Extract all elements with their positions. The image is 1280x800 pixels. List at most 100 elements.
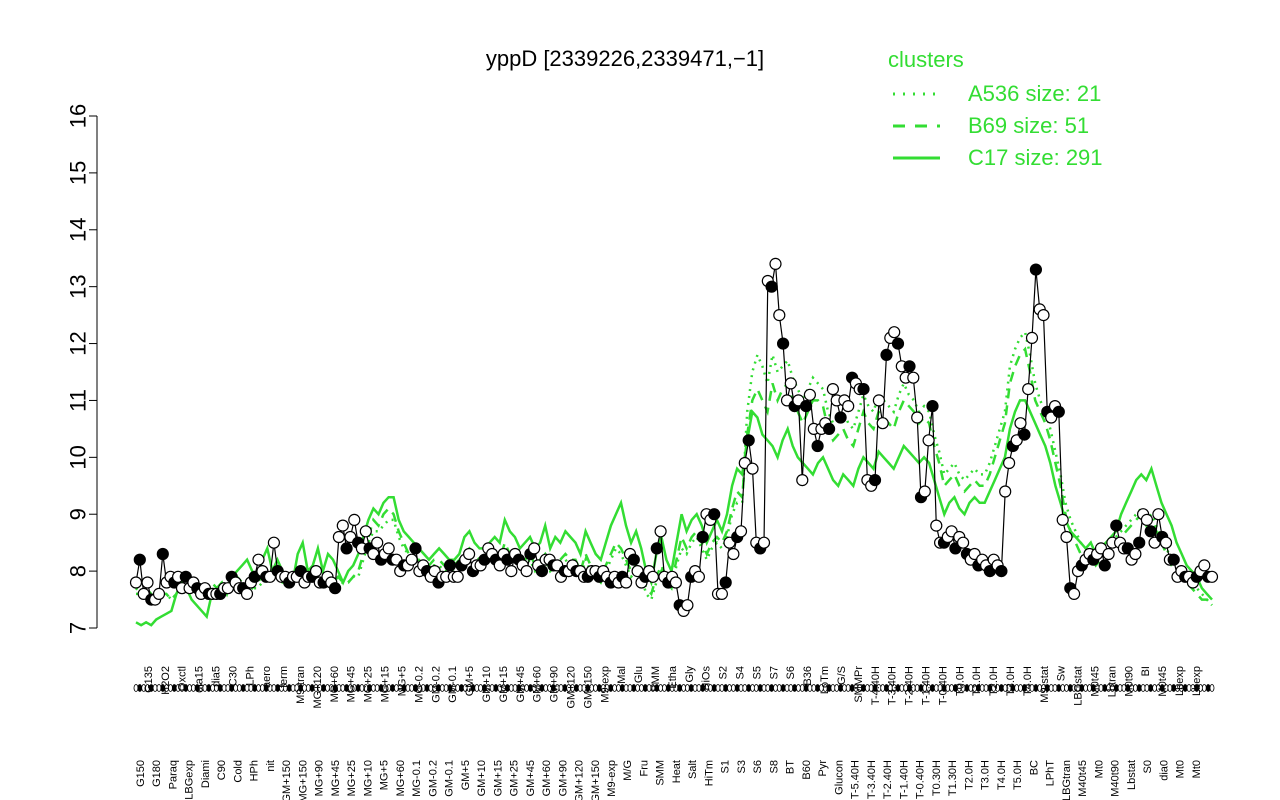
data-point [907,371,920,384]
rug-mark [688,684,694,692]
x-tick-label-upper: GM-0.1 [447,666,459,703]
data-point [876,417,889,430]
x-tick-label-upper: T-4.40H [870,666,882,705]
data-point [650,542,663,555]
x-tick-label-lower: T4.0H [996,760,1008,790]
data-point [1205,570,1219,583]
x-tick-label-lower: Fru [638,760,650,777]
x-tick-label-lower: T1.30H [947,760,959,796]
x-tick-label-lower: T0.30H [931,760,943,796]
x-tick-label-upper: S4 [734,666,746,679]
data-point [240,587,254,601]
rug-mark [780,684,786,692]
data-point [727,547,740,561]
rug-mark [133,684,139,692]
x-tick-label-upper: C30 [227,666,239,686]
rug-mark [742,684,748,692]
data-point [1025,331,1039,344]
data-point [773,309,786,322]
x-tick-label-lower: S3 [736,760,748,773]
data-point [1037,309,1050,322]
data-point [152,587,166,601]
data-point [1159,536,1173,549]
x-tick-label-lower: Pyr [817,760,829,777]
data-point [799,400,813,413]
x-tick-label-upper: T2.0H [988,666,1000,696]
data-point [627,553,640,566]
x-tick-label-lower: GM+15 [492,760,504,796]
x-tick-label-upper: M0t90 [1123,666,1135,697]
data-point [872,394,886,407]
x-tick-label-upper: MG+45 [346,666,358,702]
data-point [1198,559,1211,572]
data-point [156,547,169,561]
x-tick-label-upper: GM+10 [481,666,493,702]
data-point [784,377,797,390]
x-tick-label-upper: G/S [836,666,848,685]
x-tick-label-lower: Glucon [833,760,845,795]
x-tick-label-lower: T-5.40H [850,760,862,799]
y-tick-label: 7 [66,622,91,634]
x-tick-label-lower: S0 [1142,760,1154,773]
x-tick-label-upper: Sw [1056,666,1068,681]
data-point [1098,559,1111,572]
x-tick-label-upper: LoTm [819,666,831,694]
data-point [719,576,732,589]
data-point [1152,508,1165,521]
rug-mark [612,684,617,692]
x-tick-label-lower: Mt0 [1191,760,1203,778]
data-point [918,485,931,498]
x-tick-label-lower: GM-0.1 [444,760,456,797]
x-tick-label-lower: T-0.40H [915,760,927,799]
x-tick-label-lower: Heat [671,760,683,783]
x-tick-label-upper: Oxctl [177,666,189,691]
data-point [646,570,660,583]
x-tick-label-upper: S2 [718,666,730,679]
x-tick-label-upper: MG+25 [363,666,375,702]
x-tick-labels: G150 G180 Paraq LBGexp Diami C90 Cold HPh nit GM+… [135,665,1203,800]
rug-mark [623,684,629,692]
x-tick-label-upper: dia5 [210,666,222,687]
x-tick-label-upper: T1.0H [971,666,983,696]
x-tick-label-lower: T5.0H [1012,760,1024,790]
data-point [535,564,549,578]
data-point [336,519,349,532]
x-tick-label-lower: GM+60 [541,760,553,796]
data-point [1167,553,1180,566]
x-tick-label-upper: Gly [684,666,696,683]
x-tick-label-lower: S1 [720,760,732,773]
rug-mark [635,684,640,692]
x-tick-label-upper: GM+60 [532,666,544,702]
data-point [930,519,943,532]
x-tick-label-lower: G180 [151,760,163,787]
rug-mark [137,684,143,692]
data-point [409,542,422,555]
y-axis: 7 8 9 10 11 12 13 14 15 16 [66,104,98,634]
x-tick-label-lower: Cold [232,760,244,783]
x-tick-label-upper: MG+120 [312,666,324,709]
data-point [451,570,464,583]
data-point [371,536,384,549]
data-point [405,553,418,566]
data-point [1140,513,1154,527]
x-tick-label-lower: Diami [200,760,212,788]
data-point [329,582,342,595]
data-point [528,542,541,555]
data-point [857,383,870,396]
x-tick-label-lower: G150 [135,760,147,787]
data-point [926,400,939,413]
data-point [834,411,847,424]
x-tick-label-lower: nit [265,760,277,772]
x-tick-label-upper: S6 [785,666,797,679]
rug-mark [256,684,261,692]
x-tick-label-lower: Lbstat [1126,760,1138,790]
data-point [252,553,265,566]
data-point [129,576,143,589]
data-point [1056,513,1069,527]
y-tick-label: 8 [66,565,91,577]
x-tick-label-lower: MG+10 [362,760,374,796]
x-tick-label-upper: T0.0H [954,666,966,696]
x-tick-label-lower: M9-exp [606,760,618,797]
x-tick-label-upper: M9-tran [295,666,307,704]
x-tick-label-lower: BT [785,760,797,774]
